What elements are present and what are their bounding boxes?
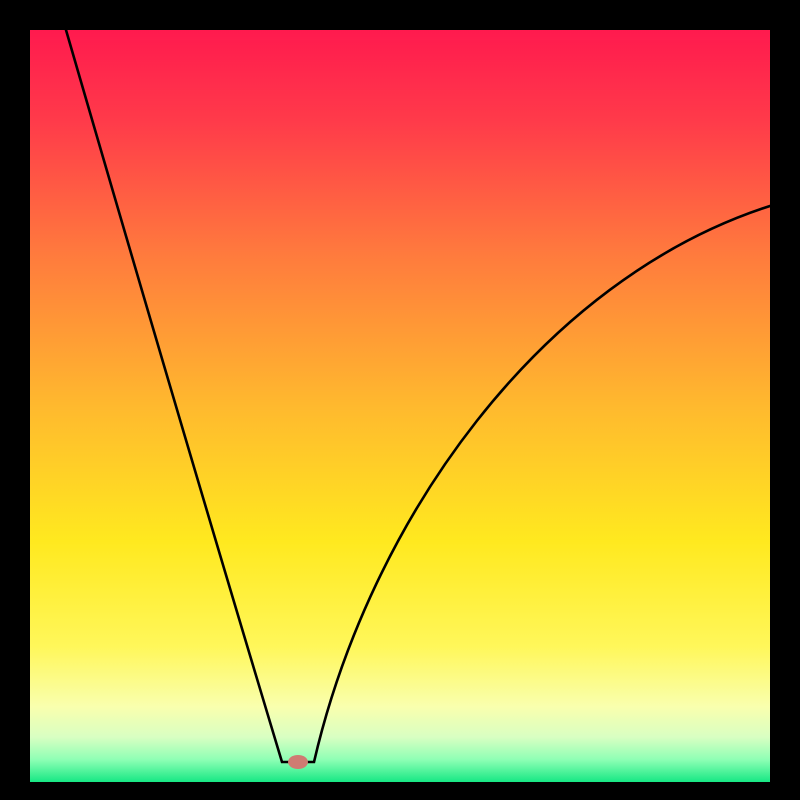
plot-area <box>30 30 770 782</box>
bottleneck-curve <box>30 30 770 782</box>
border-right <box>770 0 800 800</box>
curve-path <box>66 30 770 762</box>
border-top <box>0 0 800 30</box>
chart-frame: TheBottleneck.com <box>0 0 800 800</box>
border-left <box>0 0 30 800</box>
border-bottom <box>0 782 800 800</box>
optimum-marker <box>288 755 308 769</box>
